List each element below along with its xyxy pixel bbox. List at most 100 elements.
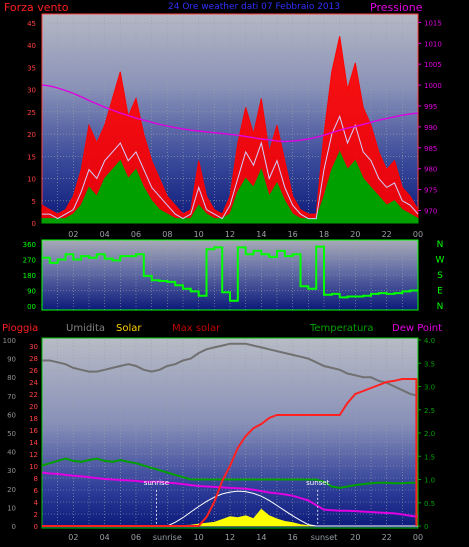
- wind-x-tick-06: 06: [131, 230, 141, 239]
- rain-y-tick-12: 12: [29, 451, 38, 459]
- wind-x-tick-02: 02: [68, 230, 78, 239]
- wind-x-tick-10: 10: [194, 230, 204, 239]
- pressure-y-tick-975: 975: [424, 187, 437, 195]
- rain-y-tick-26: 26: [29, 367, 38, 375]
- rain-line: [42, 378, 418, 527]
- rain-y-tick-24: 24: [29, 379, 38, 387]
- compass-label-S-2: S: [437, 271, 443, 281]
- compass-label-N-4: N: [437, 302, 444, 312]
- humidity-y-tick-30: 30: [7, 467, 16, 475]
- wind-y-tick-45: 45: [27, 20, 36, 28]
- legend-humidity: Umidita: [66, 323, 105, 334]
- wind-x-tick-00: 00: [413, 230, 423, 239]
- temp-y-tick-1.5: 1.5: [424, 453, 435, 461]
- pressure-y-tick-1010: 1010: [424, 40, 442, 48]
- wind-y-tick-15: 15: [27, 153, 36, 161]
- wind-axes: 0510152025303540459709759809859909951000…: [27, 19, 442, 239]
- wind-y-tick-40: 40: [27, 42, 36, 50]
- pressure-line: [41, 84, 419, 143]
- pressure-y-tick-1000: 1000: [424, 82, 442, 90]
- wind-x-tick-08: 08: [162, 230, 172, 239]
- rain-x-tick-04: 04: [100, 533, 110, 542]
- legend-rain: Pioggia: [2, 323, 38, 334]
- wind-y-tick-5: 5: [32, 198, 36, 206]
- direction-y-tick-270: 270: [23, 257, 36, 265]
- temp-y-tick-4.0: 4.0: [424, 337, 435, 345]
- temp-y-tick-2.0: 2.0: [424, 430, 435, 438]
- rain-x-tick-12: 12: [225, 533, 235, 542]
- pressure-y-tick-990: 990: [424, 124, 437, 132]
- pressure-title: Pressione: [370, 1, 423, 14]
- humidity-y-tick-50: 50: [7, 430, 16, 438]
- wind-x-tick-12: 12: [225, 230, 235, 239]
- sunset-label: sunset: [306, 479, 329, 487]
- rain-y-tick-28: 28: [29, 355, 38, 363]
- legend-temperature: Temperatura: [309, 323, 374, 334]
- pressure-y-tick-1005: 1005: [424, 61, 442, 69]
- compass-label-W-1: W: [436, 256, 445, 266]
- rain-y-tick-6: 6: [34, 487, 39, 495]
- rain-y-tick-8: 8: [34, 475, 38, 483]
- pressure-y-tick-985: 985: [424, 145, 437, 153]
- pressure-y-tick-980: 980: [424, 166, 437, 174]
- wind-y-tick-25: 25: [27, 109, 36, 117]
- temp-y-tick-1.0: 1.0: [424, 477, 435, 485]
- pressure-y-tick-1015: 1015: [424, 19, 442, 27]
- rain-temp-solar-panel: sunrise sunset 01020304050607080901000246…: [3, 337, 436, 542]
- humidity-y-tick-60: 60: [7, 411, 16, 419]
- rain-x-tick-sunset: sunset: [311, 533, 338, 542]
- rain-y-tick-20: 20: [29, 403, 38, 411]
- direction-y-tick-360: 360: [23, 241, 36, 249]
- rain-x-tick-14: 14: [256, 533, 266, 542]
- pressure-y-tick-970: 970: [424, 207, 437, 215]
- compass-label-N-0: N: [437, 240, 444, 250]
- temp-y-tick-3.5: 3.5: [424, 360, 435, 368]
- wind-y-tick-30: 30: [27, 87, 36, 95]
- rain-y-tick-14: 14: [29, 439, 38, 447]
- direction-y-tick-00: 00: [27, 303, 36, 311]
- wind-x-tick-18: 18: [319, 230, 329, 239]
- legend: Pioggia Umidita Solar Max solar Temperat…: [2, 323, 442, 334]
- rain-grid: [42, 340, 418, 526]
- legend-dew-point: Dew Point: [392, 323, 442, 334]
- wind-title: Forza vento: [4, 1, 69, 14]
- rain-x-tick-20: 20: [350, 533, 360, 542]
- wind-x-tick-14: 14: [256, 230, 266, 239]
- wind-x-tick-16: 16: [288, 230, 298, 239]
- rain-y-tick-22: 22: [29, 391, 38, 399]
- rain-x-tick-16: 16: [288, 533, 298, 542]
- temperature-line: [41, 457, 418, 489]
- dew-point-line: [41, 471, 419, 518]
- pressure-y-tick-995: 995: [424, 103, 437, 111]
- temp-y-tick-2.5: 2.5: [424, 407, 435, 415]
- wind-y-tick-0: 0: [32, 220, 36, 228]
- sunrise-label: sunrise: [144, 479, 169, 487]
- wind-mean-line: [42, 114, 419, 220]
- temp-y-tick-0: 0: [424, 523, 428, 531]
- rain-y-tick-4: 4: [34, 499, 39, 507]
- rain-x-tick-00: 00: [413, 533, 423, 542]
- direction-series: [42, 245, 418, 302]
- humidity-y-tick-40: 40: [7, 449, 16, 457]
- rain-y-tick-30: 30: [29, 343, 38, 351]
- direction-y-tick-180: 180: [23, 272, 36, 280]
- humidity-y-tick-10: 10: [7, 504, 16, 512]
- wind-y-tick-10: 10: [27, 176, 36, 184]
- rain-x-tick-22: 22: [382, 533, 392, 542]
- wind-x-tick-22: 22: [382, 230, 392, 239]
- wind-series: [41, 36, 419, 224]
- rain-series: sunrise sunset: [41, 342, 419, 527]
- wind-x-tick-20: 20: [350, 230, 360, 239]
- compass-label-E-3: E: [437, 287, 443, 297]
- wind-y-tick-20: 20: [27, 131, 36, 139]
- temp-y-tick-3.0: 3.0: [424, 384, 435, 392]
- chart-date-title: 24 Ore weather dati 07 Febbraio 2013: [168, 2, 340, 12]
- humidity-y-tick-90: 90: [7, 356, 16, 364]
- humidity-line: [42, 342, 419, 397]
- rain-y-tick-18: 18: [29, 415, 38, 423]
- rain-y-tick-10: 10: [29, 463, 38, 471]
